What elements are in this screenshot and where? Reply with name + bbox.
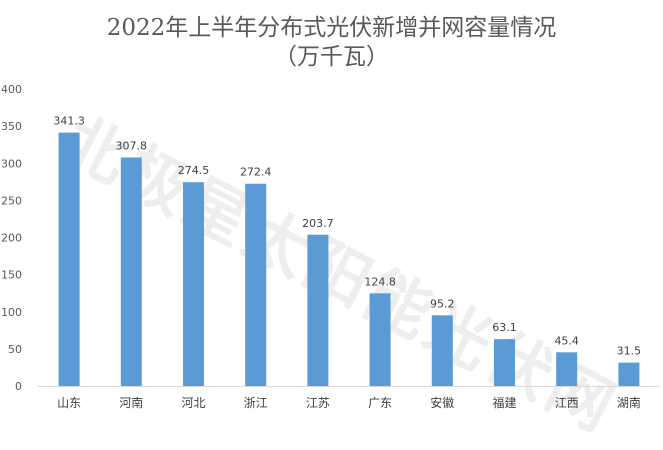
data-label: 95.2 <box>430 297 455 310</box>
bar <box>494 339 515 386</box>
y-tick-label: 100 <box>1 306 22 319</box>
y-tick-label: 350 <box>1 120 22 133</box>
bar <box>58 132 80 386</box>
data-label: 341.3 <box>53 115 85 128</box>
x-tick-label: 山东 <box>57 396 81 410</box>
y-tick-label: 400 <box>1 83 22 96</box>
y-tick-label: 200 <box>1 232 22 245</box>
y-tick-label: 250 <box>1 194 22 207</box>
data-label: 272.4 <box>240 166 272 179</box>
bar-chart: 0 50 100 150 200 250 300 350 400 341.3 山东 307.8 河南 27… <box>1 83 660 410</box>
data-label: 203.7 <box>302 217 334 230</box>
x-tick-label: 安徽 <box>430 395 454 410</box>
chart-title: 2022年上半年分布式光伏新增并网容量情况 <box>106 15 557 41</box>
x-tick-label: 湖南 <box>617 395 641 410</box>
y-tick-label: 0 <box>15 380 22 393</box>
y-tick-label: 50 <box>8 343 22 356</box>
x-tick-label: 河北 <box>181 396 205 410</box>
x-tick-label: 河南 <box>119 395 143 410</box>
bar <box>618 362 640 386</box>
data-label: 274.5 <box>178 164 210 177</box>
bar <box>307 234 329 386</box>
data-label: 45.4 <box>554 334 579 347</box>
bar <box>183 182 204 386</box>
chart-subtitle: （万千瓦） <box>274 44 389 70</box>
x-tick-label: 浙江 <box>244 396 268 410</box>
bar <box>369 293 391 386</box>
x-tick-label: 福建 <box>492 395 516 410</box>
y-tick-label: 150 <box>1 269 22 282</box>
bar <box>245 183 267 386</box>
data-label: 63.1 <box>492 321 517 334</box>
bar <box>556 352 578 386</box>
y-tick-label: 300 <box>1 157 22 170</box>
data-label: 307.8 <box>116 139 148 152</box>
x-tick-label: 江苏 <box>306 396 330 410</box>
x-tick-label: 江西 <box>555 396 579 410</box>
x-tick-label: 广东 <box>368 396 392 410</box>
data-label: 31.5 <box>617 345 642 358</box>
bar <box>120 157 142 386</box>
bar <box>431 315 453 386</box>
data-label: 124.8 <box>364 275 396 288</box>
